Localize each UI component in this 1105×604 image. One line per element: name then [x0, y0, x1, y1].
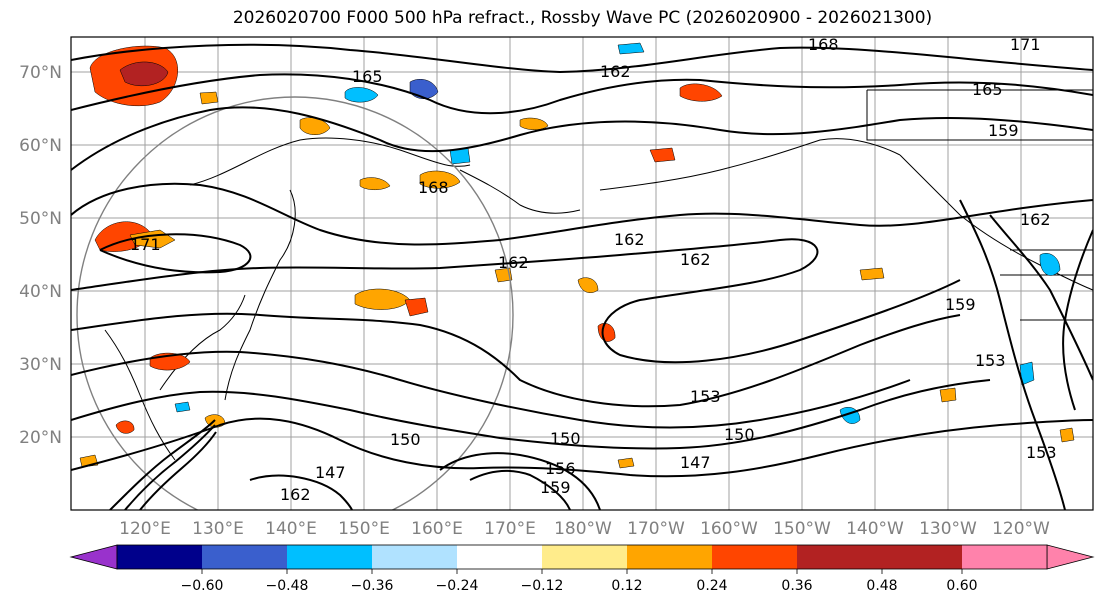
- colorbar-segment: [542, 545, 627, 569]
- contour-label: 162: [680, 250, 711, 269]
- lon-label: 130°W: [919, 519, 977, 539]
- contour-label: 162: [498, 253, 529, 272]
- lat-label: 20°N: [19, 428, 62, 448]
- colorbar-segment: [202, 545, 287, 569]
- lon-label: 160°W: [700, 519, 758, 539]
- lat-label: 50°N: [19, 209, 62, 229]
- lon-label: 180°W: [554, 519, 612, 539]
- contour-labels: 168 162 165 165 159 171 168 162 162 162 …: [130, 35, 1057, 504]
- contour-label: 171: [130, 235, 161, 254]
- lon-label: 140°E: [265, 519, 317, 539]
- plot-border: [70, 36, 1094, 511]
- colorbar-segment: [117, 545, 202, 569]
- colorbar-extend-left: [69, 544, 118, 570]
- colorbar-tick-label: 0.24: [696, 578, 727, 594]
- contour-label: 159: [540, 478, 571, 497]
- lon-label: 150°W: [773, 519, 831, 539]
- contour-label: 168: [808, 35, 839, 54]
- contour-label: 162: [280, 485, 311, 504]
- contour-label: 147: [315, 463, 346, 482]
- lon-label: 160°E: [411, 519, 463, 539]
- colorbar-segment: [797, 545, 882, 569]
- colorbar-tick-label: −0.60: [181, 578, 224, 594]
- colorbar-segment: [287, 545, 372, 569]
- height-contours: [71, 43, 1093, 510]
- lat-label: 30°N: [19, 355, 62, 375]
- lon-label: 120°W: [992, 519, 1050, 539]
- contour-label: 162: [600, 62, 631, 81]
- colorbar: −0.60 −0.48 −0.36 −0.24 −0.12 0.12 0.24 …: [69, 544, 1095, 594]
- lat-label: 60°N: [19, 136, 62, 156]
- contour-label: 153: [975, 351, 1006, 370]
- plot-area: [71, 37, 1093, 510]
- colorbar-segment: [962, 545, 1047, 569]
- lon-label: 170°W: [627, 519, 685, 539]
- contour-label: 150: [724, 425, 755, 444]
- contour-label: 156: [545, 459, 576, 478]
- latitude-axis: 70°N 60°N 50°N 40°N 30°N 20°N: [19, 63, 62, 448]
- colorbar-tick-label: −0.48: [266, 578, 309, 594]
- lat-label: 70°N: [19, 63, 62, 83]
- contour-label: 159: [988, 121, 1019, 140]
- colorbar-tick-label: 0.36: [781, 578, 812, 594]
- lon-label: 120°E: [119, 519, 171, 539]
- colorbar-segment: [627, 545, 712, 569]
- contour-label: 165: [972, 80, 1003, 99]
- contour-label: 150: [390, 430, 421, 449]
- lon-label: 170°E: [484, 519, 536, 539]
- contour-label: 150: [550, 429, 581, 448]
- contour-label: 165: [352, 67, 383, 86]
- colorbar-tick-label: 0.48: [866, 578, 897, 594]
- contour-label: 162: [1020, 210, 1051, 229]
- lon-label: 140°W: [846, 519, 904, 539]
- colorbar-segment: [882, 545, 962, 569]
- wave-packet-circle: [76, 96, 514, 510]
- contour-label: 168: [418, 178, 449, 197]
- contour-label: 162: [614, 230, 645, 249]
- lat-label: 40°N: [19, 282, 62, 302]
- contour-label: 171: [1010, 35, 1041, 54]
- colorbar-segment: [712, 545, 797, 569]
- lon-label: 130°E: [192, 519, 244, 539]
- contour-label: 159: [945, 295, 976, 314]
- lon-label: 150°E: [338, 519, 390, 539]
- colorbar-tick-label: 0.12: [611, 578, 642, 594]
- colorbar-tick-label: 0.60: [946, 578, 977, 594]
- colorbar-tick-label: −0.36: [351, 578, 394, 594]
- colorbar-tick-label: −0.24: [436, 578, 479, 594]
- contour-label: 153: [1026, 443, 1057, 462]
- colorbar-extend-right: [1046, 544, 1095, 570]
- longitude-axis: 120°E 130°E 140°E 150°E 160°E 170°E 180°…: [119, 519, 1050, 539]
- colorbar-segment: [457, 545, 542, 569]
- colorbar-segment: [372, 545, 457, 569]
- contour-label: 147: [680, 453, 711, 472]
- colorbar-ticks: [201, 569, 963, 574]
- map-title: 2026020700 F000 500 hPa refract., Rossby…: [232, 8, 933, 28]
- contour-label: 153: [690, 387, 721, 406]
- colorbar-tick-label: −0.12: [521, 578, 564, 594]
- colorbar-outline: [116, 544, 1048, 570]
